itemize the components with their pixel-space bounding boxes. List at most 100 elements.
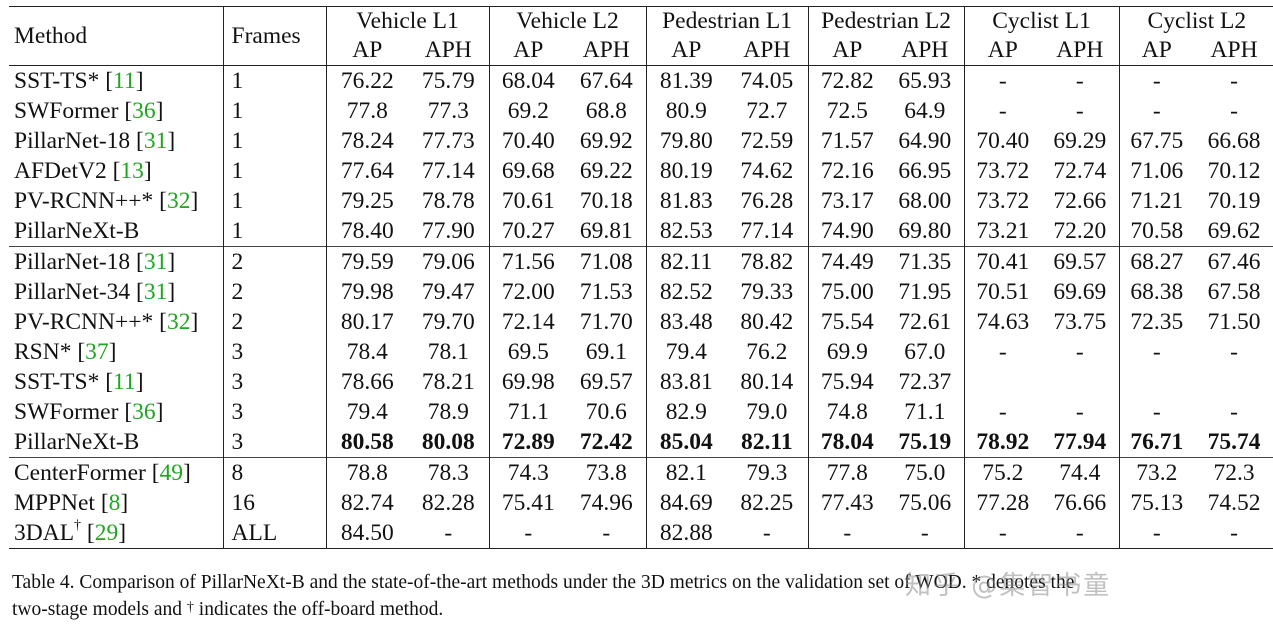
value-cell: 68.38 xyxy=(1118,277,1195,307)
citation-link[interactable]: 8 xyxy=(108,489,121,516)
value-text: - xyxy=(1152,67,1161,94)
value-cell: 80.19 xyxy=(645,156,727,186)
value-cell: 77.3 xyxy=(408,96,489,126)
method-header: Method xyxy=(9,6,223,66)
value-text: 71.50 xyxy=(1207,308,1261,335)
citation-link[interactable]: 31 xyxy=(143,278,168,305)
citation-link[interactable]: 29 xyxy=(94,519,119,546)
value-cell: 82.11 xyxy=(645,246,727,277)
value-text: 81.39 xyxy=(659,67,713,94)
subheader-aph: APH xyxy=(1210,37,1258,63)
value-cell: 70.12 xyxy=(1194,156,1273,186)
citation-link[interactable]: 36 xyxy=(132,97,156,124)
value-cell: 79.47 xyxy=(408,277,489,307)
citation-link[interactable]: 31 xyxy=(143,127,168,154)
value-cell: - xyxy=(1118,96,1195,126)
value-text: 80.9 xyxy=(665,97,707,124)
citation-link[interactable]: 37 xyxy=(85,338,109,365)
value-cell: 69.80 xyxy=(886,216,964,247)
citation-link[interactable]: 49 xyxy=(159,459,184,486)
value-text: 74.90 xyxy=(820,217,874,244)
citation-link[interactable]: 32 xyxy=(166,187,191,214)
value-cell: 73.72 xyxy=(963,156,1042,186)
subheader-ap: AP xyxy=(645,36,727,66)
table-row: SWFormer [36] 3 79.4 78.9 71.1 70.6 82.9 79.0 74… xyxy=(9,397,1273,427)
citation-link[interactable]: 13 xyxy=(120,157,144,184)
value-text: 69.9 xyxy=(826,338,868,365)
value-text: 72.5 xyxy=(826,97,868,124)
value-cell: 74.49 xyxy=(807,246,887,277)
value-text: - xyxy=(1075,338,1084,365)
table-row: PillarNet-18 [31] 2 79.59 79.06 71.56 71.08 82… xyxy=(9,246,1273,278)
value-text: 66.68 xyxy=(1207,127,1261,154)
method-cell: SST-TS* [11] xyxy=(14,368,144,395)
method-name: PillarNet-34 xyxy=(14,278,131,305)
citation-link[interactable]: 11 xyxy=(113,368,136,395)
subheader-aph: APH xyxy=(424,37,472,63)
citation-link[interactable]: 32 xyxy=(166,308,191,335)
value-cell: 70.40 xyxy=(488,126,568,156)
value-text: 73.17 xyxy=(820,187,874,214)
value-text: 72.00 xyxy=(501,278,555,305)
value-cell: 70.27 xyxy=(488,216,568,247)
method-cell: PillarNeXt-B xyxy=(9,427,223,458)
value-cell: 72.35 xyxy=(1118,307,1195,337)
value-text: 69.69 xyxy=(1053,278,1107,305)
value-text: 72.37 xyxy=(898,368,952,395)
value-cell: 82.52 xyxy=(645,277,727,307)
value-text: 79.4 xyxy=(346,398,388,425)
value-cell: 74.52 xyxy=(1194,488,1273,518)
value-text: 69.68 xyxy=(501,157,555,184)
value-cell: 74.05 xyxy=(726,66,808,97)
value-text: 72.61 xyxy=(898,308,952,335)
value-text: 64.9 xyxy=(904,97,946,124)
value-text: 76.22 xyxy=(340,67,394,94)
value-cell xyxy=(1041,367,1119,397)
value-cell: 69.29 xyxy=(1041,126,1119,156)
value-text: 71.1 xyxy=(507,398,549,425)
value-text: 76.71 xyxy=(1130,428,1184,455)
citation-link[interactable]: 36 xyxy=(132,398,156,425)
value-text: 75.94 xyxy=(820,368,874,395)
value-cell: - xyxy=(963,65,1042,96)
value-cell: 77.28 xyxy=(963,488,1042,518)
method-name: SST-TS* xyxy=(14,368,100,395)
value-cell: 82.9 xyxy=(645,397,727,427)
citation-link[interactable]: 11 xyxy=(113,67,136,94)
value-cell: 69.69 xyxy=(1041,277,1119,307)
value-cell: 71.08 xyxy=(567,247,646,278)
value-cell: 81.39 xyxy=(645,65,727,96)
value-text: 75.41 xyxy=(501,489,555,516)
value-text: 78.3 xyxy=(427,459,469,486)
value-text: 77.43 xyxy=(820,489,874,516)
value-text: 69.57 xyxy=(579,368,633,395)
value-cell: 72.00 xyxy=(488,277,568,307)
value-cell: 79.33 xyxy=(726,277,808,307)
value-text: 79.0 xyxy=(746,398,788,425)
value-cell: 76.71 xyxy=(1118,427,1195,458)
value-cell: 72.74 xyxy=(1041,156,1119,186)
caption-line-2: two-stage models and † indicates the off… xyxy=(12,596,1264,623)
dagger-mark: † xyxy=(74,517,82,533)
frames-cell: 3 xyxy=(222,367,326,397)
value-text: 84.69 xyxy=(659,489,713,516)
citation-link[interactable]: 31 xyxy=(143,248,168,275)
value-cell: 70.58 xyxy=(1118,216,1195,247)
frames-cell: 1 xyxy=(222,65,326,96)
value-cell: 77.43 xyxy=(807,488,887,518)
value-text: 73.2 xyxy=(1136,459,1178,486)
value-cell: 80.9 xyxy=(645,96,727,126)
value-cell: - xyxy=(1194,66,1273,97)
value-text: 71.35 xyxy=(898,248,952,275)
method-name: AFDetV2 xyxy=(14,157,107,184)
value-cell: 69.1 xyxy=(567,337,646,367)
table-row: PillarNeXt-B 3 80.58 80.08 72.89 72.42 85.04 82… xyxy=(9,427,1273,458)
value-cell xyxy=(1194,367,1273,397)
value-text: 72.66 xyxy=(1053,187,1107,214)
value-cell: 75.94 xyxy=(807,367,887,397)
value-cell: 73.75 xyxy=(1041,307,1119,337)
value-cell: 68.27 xyxy=(1118,246,1195,277)
value-text: 75.54 xyxy=(820,308,874,335)
value-text: 66.95 xyxy=(898,157,952,184)
value-cell: 71.56 xyxy=(488,246,568,277)
